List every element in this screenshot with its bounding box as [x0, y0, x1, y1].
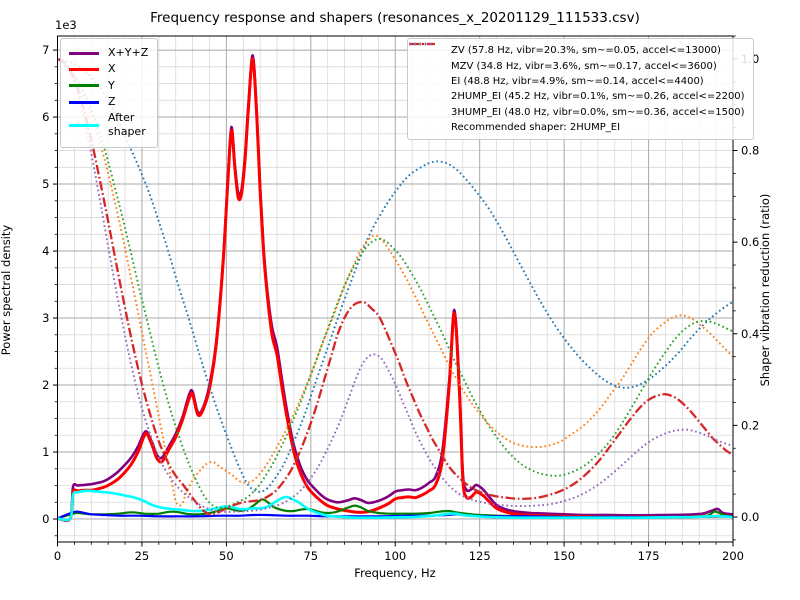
- legend-sample-line: [69, 51, 99, 55]
- legend-item-label: MZV (34.8 Hz, vibr=3.6%, sm~=0.17, accel…: [451, 60, 717, 72]
- y-right-tick-label: 0.2: [741, 418, 759, 432]
- legend-item-label: 2HUMP_EI (45.2 Hz, vibr=0.1%, sm~=0.26, …: [451, 91, 745, 103]
- x-tick-label: 200: [722, 549, 744, 563]
- legend-footer: Recommended shaper: 2HUMP_EI: [416, 120, 745, 135]
- series-psd-x-line: [57, 57, 733, 522]
- legend-sample-line: [409, 42, 435, 46]
- y-axis-left-label: Power spectral density: [0, 224, 13, 356]
- series-shaper-ei-line: [57, 58, 733, 509]
- y-left-tick-label: 4: [42, 244, 49, 258]
- legend-item: X+Y+Z: [69, 46, 148, 60]
- legend-item: X: [69, 62, 148, 76]
- y-axis-right-label: Shaper vibration reduction (ratio): [758, 193, 772, 387]
- x-axis-label: Frequency, Hz: [354, 566, 436, 580]
- x-tick-label: 50: [219, 549, 234, 563]
- recommended-shaper-label: Recommended shaper: 2HUMP_EI: [451, 122, 621, 134]
- legend-item-label: After shaper: [108, 111, 146, 139]
- x-tick-label: 175: [638, 549, 660, 563]
- y-left-tick-label: 0: [42, 512, 49, 526]
- legend-item: Y: [69, 79, 148, 93]
- y-right-tick-label: 0.4: [741, 327, 759, 341]
- legend-item: After shaper: [69, 111, 148, 140]
- series-shaper-zv-line: [57, 57, 733, 493]
- y-right-tick-label: 0.0: [741, 510, 759, 524]
- chart-title: Frequency response and shapers (resonanc…: [150, 10, 640, 26]
- y-left-tick-label: 2: [42, 378, 49, 392]
- legend-psd: X+Y+Z X Y Z After shaper: [60, 38, 159, 148]
- series-shaper-2hump_ei-line: [57, 57, 733, 516]
- legend-shapers: ZV (57.8 Hz, vibr=20.3%, sm~=0.05, accel…: [407, 38, 754, 141]
- x-tick-label: 25: [135, 549, 150, 563]
- legend-sample-line: [69, 100, 99, 104]
- legend-item: 2HUMP_EI (45.2 Hz, vibr=0.1%, sm~=0.26, …: [409, 42, 745, 104]
- y-axis-offset-label: 1e3: [55, 18, 77, 32]
- y-left-tick-label: 3: [42, 311, 49, 325]
- legend-item: MZV (34.8 Hz, vibr=3.6%, sm~=0.17, accel…: [409, 42, 745, 73]
- legend-sample-line: [69, 84, 99, 88]
- series-psd-z-line: [57, 510, 733, 520]
- legend-item: 3HUMP_EI (48.0 Hz, vibr=0.0%, sm~=0.36, …: [409, 42, 745, 120]
- x-tick-label: 0: [54, 549, 61, 563]
- legend-item-label: X+Y+Z: [108, 46, 149, 59]
- legend-sample-line: [69, 123, 99, 127]
- y-left-tick-label: 7: [42, 43, 49, 57]
- x-tick-label: 150: [553, 549, 575, 563]
- x-tick-label: 100: [384, 549, 406, 563]
- y-left-tick-label: 5: [42, 177, 49, 191]
- legend-item-label: ZV (57.8 Hz, vibr=20.3%, sm~=0.05, accel…: [451, 45, 721, 57]
- legend-item-label: EI (48.8 Hz, vibr=4.9%, sm~=0.14, accel<…: [451, 75, 704, 87]
- x-tick-label: 75: [303, 549, 318, 563]
- legend-item-label: Y: [108, 78, 115, 92]
- legend-item-label: Z: [108, 94, 116, 108]
- y-left-tick-label: 1: [42, 445, 49, 459]
- y-right-tick-label: 0.6: [741, 235, 759, 249]
- x-tick-label: 125: [469, 549, 491, 563]
- legend-sample-line: [69, 67, 99, 71]
- y-right-tick-label: 0.8: [741, 144, 759, 158]
- series-psd-after-shaper-line: [57, 489, 733, 522]
- legend-item: EI (48.8 Hz, vibr=4.9%, sm~=0.14, accel<…: [409, 42, 745, 89]
- legend-item: Z: [69, 95, 148, 109]
- legend-item-label: 3HUMP_EI (48.0 Hz, vibr=0.0%, sm~=0.36, …: [451, 106, 745, 118]
- y-left-tick-label: 6: [42, 110, 49, 124]
- legend-item: ZV (57.8 Hz, vibr=20.3%, sm~=0.05, accel…: [409, 42, 745, 58]
- legend-item-label: X: [108, 62, 116, 76]
